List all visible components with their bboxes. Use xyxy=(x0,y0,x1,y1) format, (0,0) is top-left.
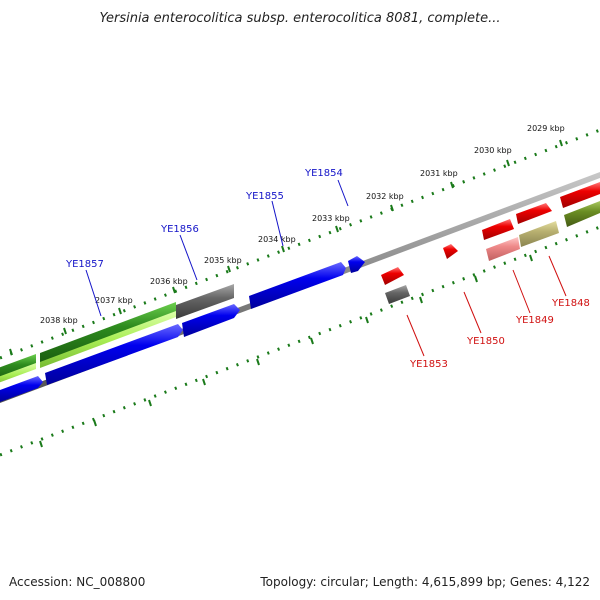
major-tick xyxy=(202,378,206,386)
cds-blue-ye1857[interactable] xyxy=(45,324,183,385)
tick-label-2037: 2037 kbp xyxy=(95,296,133,305)
tick-label-2038: 2038 kbp xyxy=(40,316,78,325)
cds-green-long[interactable] xyxy=(40,302,176,363)
inner-major-ticks xyxy=(39,254,533,448)
cds-blue-ye1854-small[interactable] xyxy=(348,256,365,273)
leader-ye1853 xyxy=(406,314,425,357)
cds-pink[interactable] xyxy=(486,237,520,261)
gene-label-ye1857[interactable]: YE1857 xyxy=(65,259,104,270)
cds-green-left[interactable] xyxy=(0,354,36,381)
gene-label-ye1848[interactable]: YE1848 xyxy=(551,298,590,309)
leader-ye1856 xyxy=(179,234,198,281)
reverse-gene-labels: YE1848 YE1849 YE1850 YE1853 xyxy=(406,255,590,370)
major-tick xyxy=(281,245,285,253)
major-tick xyxy=(390,204,394,212)
tick-label-2034: 2034 kbp xyxy=(258,235,296,244)
cds-lightgreen-left[interactable] xyxy=(0,363,36,386)
forward-gene-labels: YE1854 YE1855 YE1856 YE1857 xyxy=(65,168,349,317)
tick-label-2030: 2030 kbp xyxy=(474,146,512,155)
gene-label-ye1856[interactable]: YE1856 xyxy=(160,224,199,235)
cds-blue-ye1856[interactable] xyxy=(182,304,240,337)
major-tick xyxy=(365,316,369,324)
map-title: Yersinia enterocolitica subsp. enterocol… xyxy=(99,11,500,26)
gene-label-ye1850[interactable]: YE1850 xyxy=(466,336,505,347)
topology-summary-text: Topology: circular; Length: 4,615,899 bp… xyxy=(259,575,590,589)
major-tick xyxy=(118,307,122,315)
major-tick xyxy=(506,159,510,167)
forward-strand-features xyxy=(0,256,365,402)
major-tick xyxy=(63,327,67,335)
major-tick xyxy=(227,265,231,273)
tick-label-2031: 2031 kbp xyxy=(420,169,458,178)
major-tick xyxy=(450,181,454,189)
leader-ye1849 xyxy=(512,269,531,314)
major-tick xyxy=(9,348,13,356)
gene-label-ye1855[interactable]: YE1855 xyxy=(245,191,284,202)
major-tick xyxy=(335,225,339,233)
outer-tick-ring xyxy=(0,128,600,360)
cds-blue-left[interactable] xyxy=(0,376,43,402)
leader-ye1854 xyxy=(337,179,349,207)
major-tick xyxy=(474,275,478,283)
major-tick xyxy=(529,254,533,262)
accession-text: Accession: NC_008800 xyxy=(9,575,145,589)
major-tick xyxy=(559,139,563,147)
cds-gray-forward[interactable] xyxy=(176,284,234,319)
cds-red-ye1850a[interactable] xyxy=(482,219,514,240)
cds-red-ye1850[interactable] xyxy=(443,244,458,259)
cds-olive[interactable] xyxy=(564,201,600,227)
outer-major-ticks xyxy=(9,139,563,356)
cds-red-ye1849a[interactable] xyxy=(516,203,552,224)
major-tick xyxy=(172,286,176,294)
leader-ye1857 xyxy=(85,269,102,317)
leader-ye1848 xyxy=(548,255,567,297)
major-tick xyxy=(419,296,423,304)
tick-label-2032: 2032 kbp xyxy=(366,192,404,201)
cds-khaki[interactable] xyxy=(519,221,559,247)
gene-label-ye1853[interactable]: YE1853 xyxy=(409,359,448,370)
cds-red-ye1853[interactable] xyxy=(381,267,404,285)
major-tick xyxy=(39,440,43,448)
cds-gray-reverse[interactable] xyxy=(385,285,410,304)
gene-label-ye1849[interactable]: YE1849 xyxy=(515,315,554,326)
reverse-strand-features xyxy=(381,182,600,304)
cds-blue-ye1854[interactable] xyxy=(249,262,346,309)
gene-label-ye1854[interactable]: YE1854 xyxy=(304,168,343,179)
major-tick xyxy=(310,337,314,345)
tick-label-2035: 2035 kbp xyxy=(204,256,242,265)
cds-lightgreen-long[interactable] xyxy=(40,311,176,368)
tick-label-2033: 2033 kbp xyxy=(312,214,350,223)
major-tick xyxy=(93,419,97,427)
tick-labels: 2029 kbp 2030 kbp 2031 kbp 2032 kbp 2033… xyxy=(40,124,565,325)
tick-label-2029: 2029 kbp xyxy=(527,124,565,133)
major-tick xyxy=(256,358,260,366)
inner-tick-ring xyxy=(0,225,600,457)
leader-ye1855 xyxy=(271,200,284,247)
major-tick xyxy=(148,399,152,407)
leader-ye1850 xyxy=(463,291,482,334)
tick-label-2036: 2036 kbp xyxy=(150,277,188,286)
cds-red-ye1848a[interactable] xyxy=(560,182,600,208)
